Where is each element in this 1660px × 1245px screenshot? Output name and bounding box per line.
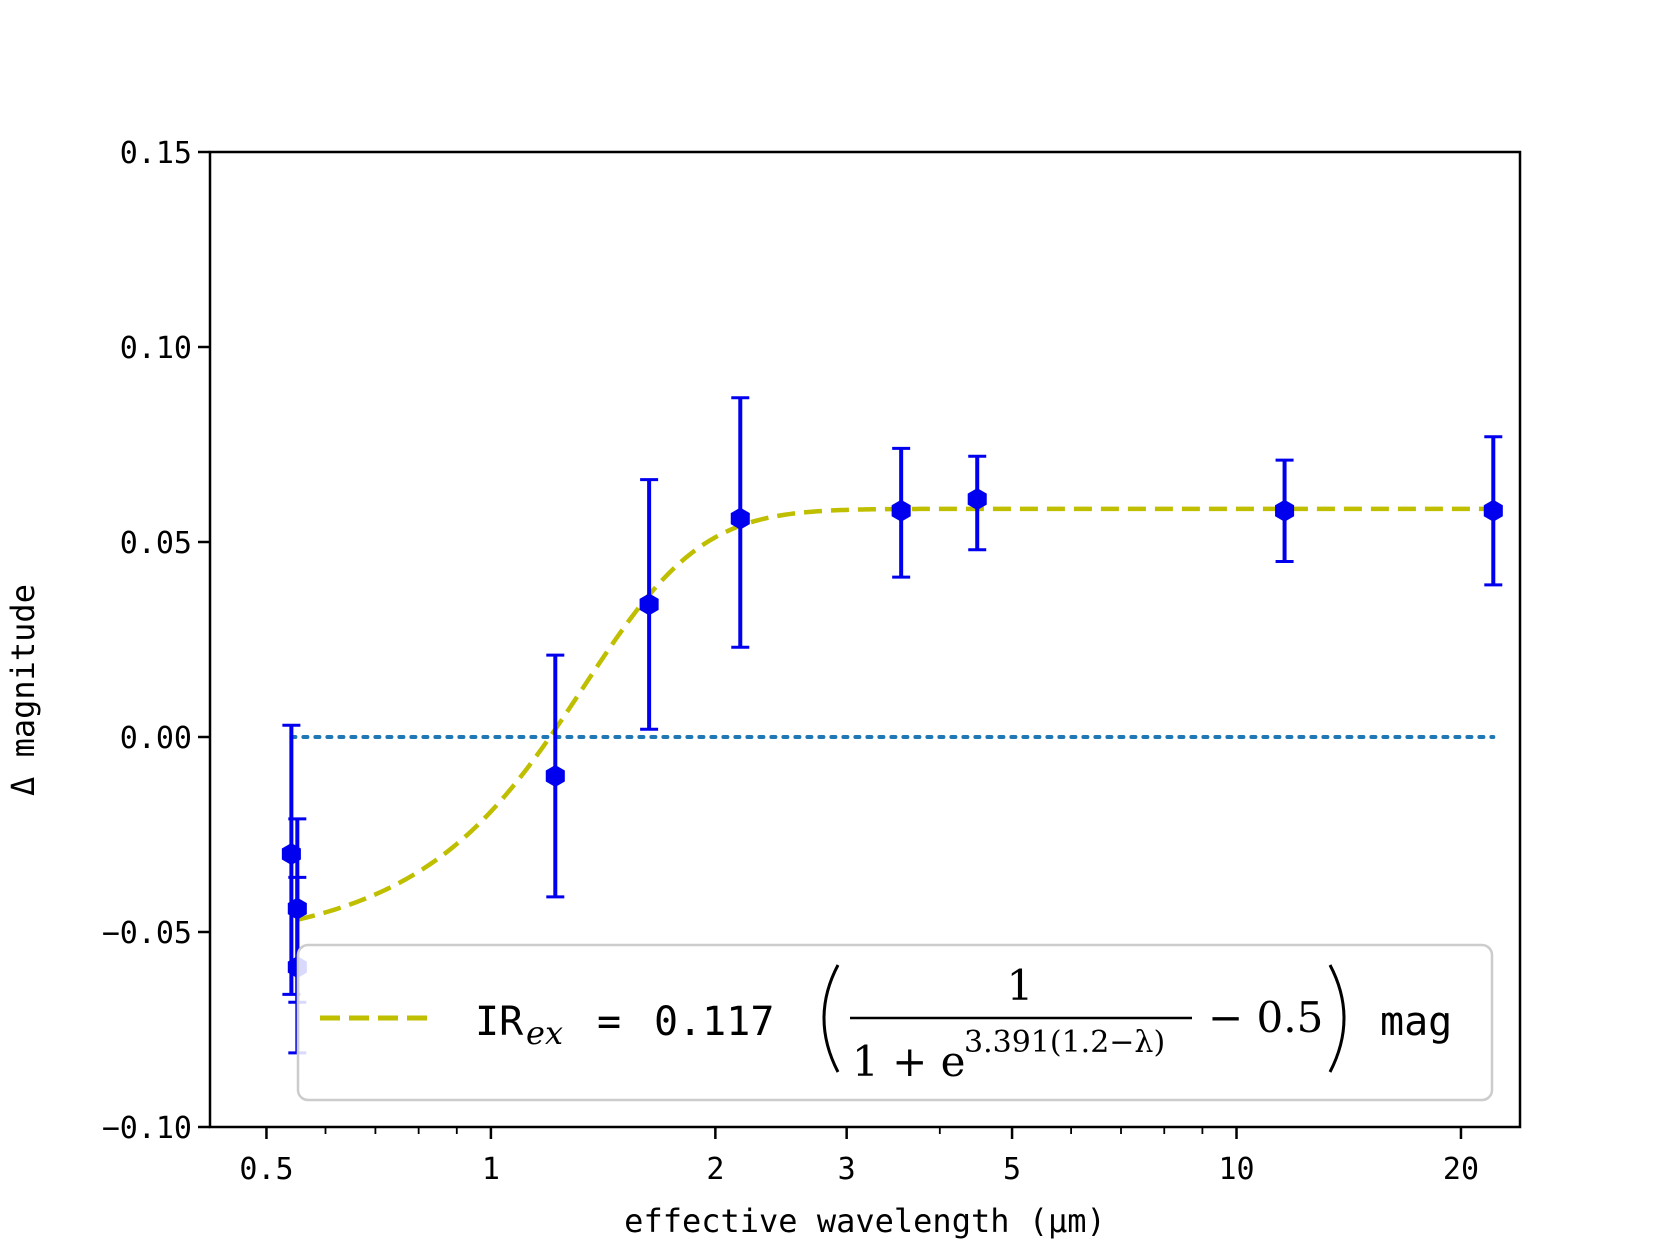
point-marker [967, 488, 987, 511]
x-axis-label: effective wavelength (μm) [624, 1202, 1106, 1240]
legend-minus-term: − 0.5 [1208, 993, 1323, 1042]
y-tick-label: −0.10 [102, 1111, 192, 1146]
y-tick-label: −0.05 [102, 916, 192, 951]
x-tick-label: 10 [1218, 1152, 1254, 1187]
axis-ticks [198, 150, 1463, 1139]
y-tick-label: 0.15 [120, 136, 192, 171]
x-tick-label: 0.5 [239, 1152, 293, 1187]
legend: IR ex = 0.117 1 1 + e 3.391(1.2−λ) − 0.5… [296, 943, 1494, 1102]
legend-ir-subscript: ex [526, 1014, 563, 1052]
point-marker [639, 593, 659, 616]
data-point [967, 454, 987, 552]
legend-right-paren [1328, 964, 1346, 1073]
y-tick-label: 0.00 [120, 721, 192, 756]
legend-coefficient: 0.117 [654, 999, 774, 1045]
legend-unit: mag [1380, 999, 1452, 1045]
data-point [545, 653, 565, 899]
data-point [891, 446, 911, 579]
point-marker [1275, 499, 1295, 522]
legend-ir-label: IR [475, 999, 524, 1045]
data-point [1275, 458, 1295, 563]
y-axis-label: Δ magnitude [4, 584, 42, 796]
legend-denominator: 1 + e [852, 1037, 965, 1086]
point-marker [1483, 499, 1503, 522]
point-marker [891, 499, 911, 522]
legend-equals: = [597, 999, 621, 1045]
x-tick-label: 1 [482, 1152, 500, 1187]
legend-numerator: 1 [1007, 961, 1034, 1010]
data-point [639, 478, 659, 731]
data-point [1483, 435, 1503, 587]
data-point [730, 396, 750, 649]
x-tick-label: 3 [838, 1152, 856, 1187]
point-marker [730, 507, 750, 530]
plot-frame [208, 150, 1522, 1129]
tick-labels: 0.15 0.10 0.05 0.00 −0.05 −0.10 0.5 1 2 3 5 10 20 [102, 136, 1479, 1187]
y-tick-label: 0.05 [120, 526, 192, 561]
point-marker [545, 765, 565, 787]
legend-box [296, 943, 1494, 1102]
y-tick-label: 0.10 [120, 331, 192, 366]
legend-left-paren [822, 964, 840, 1073]
legend-exponent: 3.391(1.2−λ) [964, 1025, 1165, 1060]
x-tick-label: 2 [706, 1152, 724, 1187]
x-tick-label: 5 [1003, 1152, 1021, 1187]
x-tick-label: 20 [1443, 1152, 1479, 1187]
